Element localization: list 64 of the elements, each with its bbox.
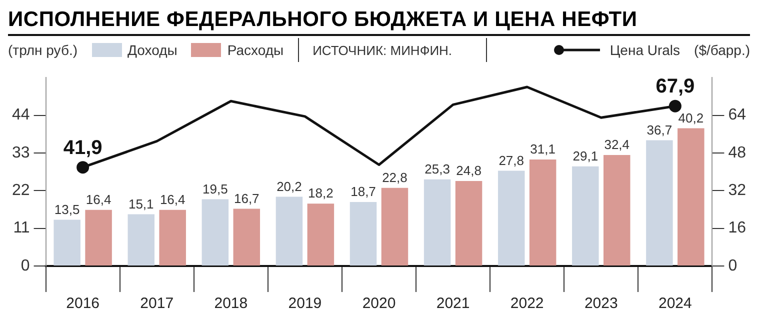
bar	[202, 199, 229, 266]
data-label: 41,9	[63, 136, 102, 159]
bar	[424, 179, 451, 266]
bar	[498, 170, 525, 266]
data-label: 15,1	[128, 196, 154, 212]
data-label: 16,4	[86, 192, 112, 207]
bar	[455, 181, 482, 266]
bar	[307, 204, 334, 266]
bar	[646, 140, 673, 266]
y-tick-label: 11	[13, 220, 30, 237]
y2-tick-label: 64	[728, 106, 746, 124]
data-label: 24,8	[456, 163, 482, 178]
y-tick-label: 44	[12, 106, 30, 124]
bar	[678, 128, 704, 266]
x-tick-label: 2024	[658, 295, 692, 312]
legend-label: Доходы	[128, 42, 178, 58]
bar	[276, 196, 303, 266]
x-tick-label: 2019	[288, 295, 322, 312]
y2-axis-title: ($/барр.)	[694, 42, 750, 58]
data-label: 36,7	[646, 122, 672, 138]
x-tick-label: 2023	[584, 295, 618, 312]
legend-label: Расходы	[227, 42, 284, 58]
data-label: 67,9	[656, 76, 695, 98]
data-label: 27,8	[498, 152, 524, 168]
legend-label: Цена Urals	[610, 42, 680, 58]
bar	[350, 202, 377, 266]
x-tick-label: 2016	[66, 295, 100, 312]
y-axis-title: (трлн руб.)	[8, 42, 78, 58]
y2-tick-label: 48	[728, 144, 746, 162]
x-tick-label: 2017	[140, 295, 174, 312]
data-label: 19,5	[202, 181, 228, 196]
y-tick-label: 33	[12, 144, 30, 162]
bar	[233, 208, 260, 266]
data-label: 22,8	[382, 170, 408, 185]
bar	[85, 210, 112, 266]
x-tick-label: 2018	[214, 295, 248, 312]
bar	[54, 220, 80, 266]
bar	[128, 214, 155, 266]
data-label: 40,2	[678, 110, 704, 126]
y2-tick-label: 32	[728, 182, 746, 200]
bar	[159, 210, 186, 266]
data-label: 18,7	[350, 184, 376, 200]
text: ИСТОЧНИК: МИНФИН.	[312, 42, 452, 58]
data-label: 29,1	[572, 148, 598, 164]
bar	[381, 188, 408, 266]
data-label: 32,4	[604, 137, 630, 152]
data-label: 18,2	[308, 186, 334, 201]
bar	[529, 159, 556, 266]
data-label: 13,5	[54, 202, 80, 217]
data-label: 16,4	[160, 192, 186, 207]
chart-title: ИСПОЛНЕНИЕ ФЕДЕРАЛЬНОГО БЮДЖЕТА И ЦЕНА НЕФТИ	[8, 8, 750, 36]
x-tick-label: 2021	[436, 295, 470, 312]
data-label: 20,2	[276, 178, 302, 194]
data-label: 16,7	[234, 190, 260, 206]
y2-tick-label: 16	[728, 220, 746, 237]
x-tick-label: 2022	[510, 295, 544, 312]
x-tick-label: 2020	[362, 295, 396, 312]
bar	[603, 155, 630, 266]
y2-tick-label: 0	[728, 257, 738, 274]
y-tick-label: 22	[12, 182, 30, 200]
bar	[572, 166, 599, 266]
y-tick-label: 0	[20, 257, 30, 274]
data-label: 25,3	[424, 161, 450, 176]
data-label: 31,1	[530, 142, 556, 157]
